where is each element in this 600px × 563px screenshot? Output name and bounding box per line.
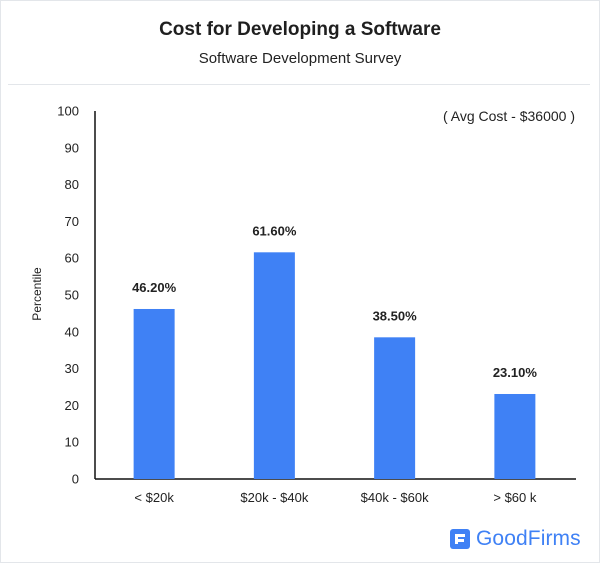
x-tick-label: $40k - $60k: [361, 490, 429, 505]
bar: [494, 393, 536, 479]
y-tick-label: 0: [72, 472, 79, 487]
y-tick-label: 70: [65, 214, 79, 229]
y-tick-label: 50: [65, 288, 79, 303]
bar-data-label: 46.20%: [132, 280, 177, 295]
bar: [374, 337, 416, 479]
chart-subtitle: Software Development Survey: [198, 50, 402, 67]
y-tick-label: 30: [65, 361, 79, 376]
bar: [253, 252, 295, 479]
average-cost-annotation: ( Avg Cost - $36000 ): [443, 108, 575, 124]
bar: [133, 308, 175, 479]
goodfirms-logo-icon: [450, 529, 470, 549]
bar-data-label: 61.60%: [252, 223, 297, 238]
y-tick-label: 80: [65, 177, 79, 192]
y-tick-label: 90: [65, 140, 79, 155]
y-tick-label: 40: [65, 324, 79, 339]
x-tick-label: $20k - $40k: [240, 490, 308, 505]
x-tick-label: < $20k: [134, 490, 174, 505]
y-tick-label: 100: [57, 104, 79, 119]
goodfirms-logo: GoodFirms: [450, 524, 581, 554]
y-tick-label: 20: [65, 398, 79, 413]
y-axis-label: Percentile: [30, 267, 44, 321]
x-tick-label: > $60 k: [493, 490, 537, 505]
bar-data-label: 38.50%: [373, 308, 418, 323]
header-divider: [8, 84, 590, 85]
chart-header: Cost for Developing a Software Software …: [0, 0, 600, 84]
y-tick-label: 60: [65, 251, 79, 266]
y-tick-label: 10: [65, 435, 79, 450]
goodfirms-brand-name: GoodFirms: [476, 527, 581, 550]
bar-data-label: 23.10%: [493, 365, 538, 380]
chart-title: Cost for Developing a Software: [159, 19, 441, 40]
